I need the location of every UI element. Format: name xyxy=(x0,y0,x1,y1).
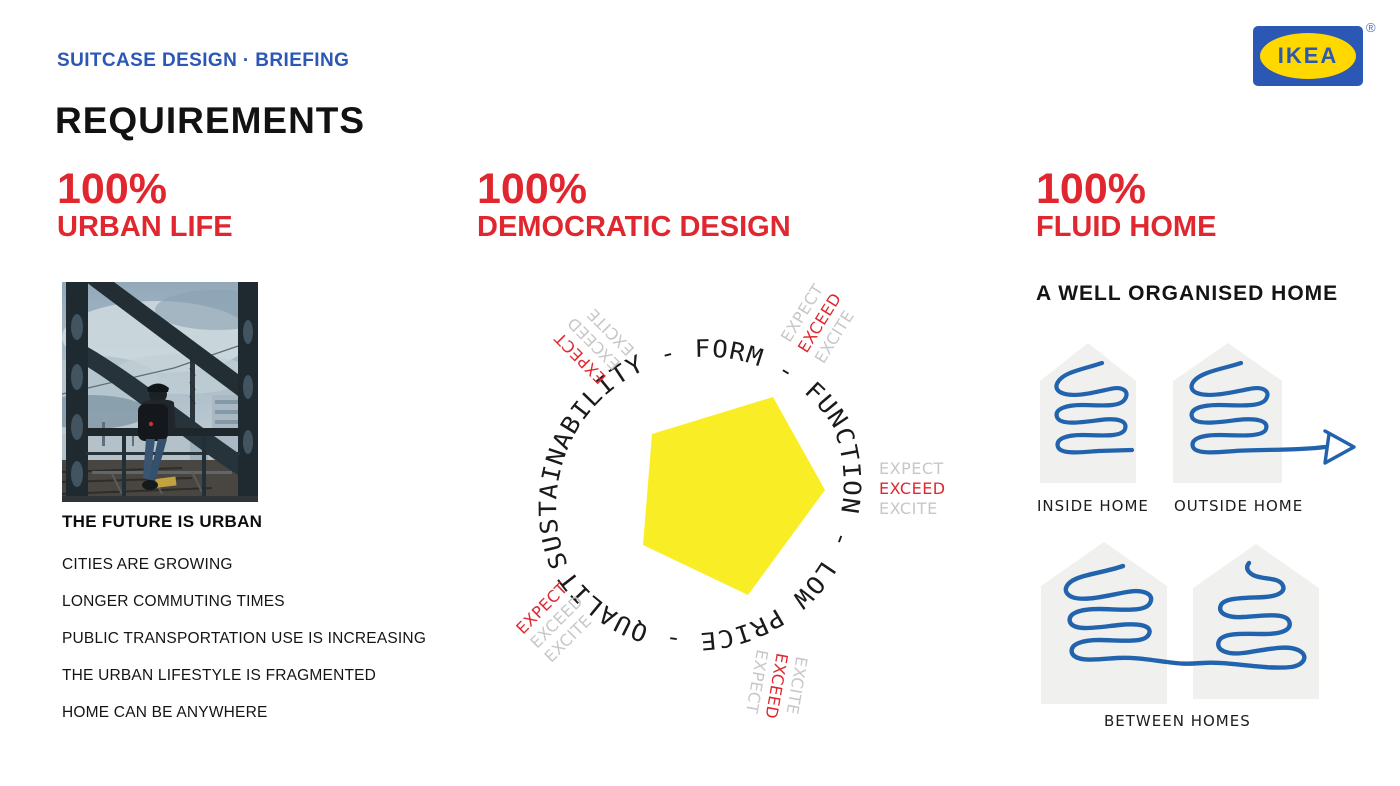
inside-home-squiggle xyxy=(1054,360,1135,455)
fluid-pct: 100% xyxy=(1036,165,1146,213)
urban-name: URBAN LIFE xyxy=(57,211,233,243)
outside-home-squiggle xyxy=(1189,360,1328,455)
urban-bullet: LONGER COMMUTING TIMES xyxy=(62,593,285,610)
urban-photo-caption: THE FUTURE IS URBAN xyxy=(62,512,263,531)
urban-bullet: THE URBAN LIFESTYLE IS FRAGMENTED xyxy=(62,667,377,684)
urban-pct: 100% xyxy=(57,165,167,213)
inside-home-label: INSIDE HOME xyxy=(1037,497,1149,515)
outside-home-label: OUTSIDE HOME xyxy=(1174,497,1304,515)
ikea-logo-oval xyxy=(1260,33,1356,79)
arrow-head-icon xyxy=(1323,429,1356,465)
between-homes-houses xyxy=(1041,542,1319,704)
ikea-logo-wordmark: IKEA xyxy=(1277,43,1339,68)
pentagon-shape xyxy=(643,397,825,595)
slide-kicker: SUITCASE DESIGN · BRIEFING xyxy=(57,50,350,71)
democratic-wheel: SUSTAINABILITY - FORM - FUNCTION - LOW P… xyxy=(460,290,865,655)
urban-bullet: PUBLIC TRANSPORTATION USE IS INCREASING xyxy=(62,630,427,647)
ikea-logo: IKEA xyxy=(1253,26,1363,86)
page-title: REQUIREMENTS xyxy=(55,100,366,141)
urban-bullet: CITIES ARE GROWING xyxy=(62,556,233,573)
registered-trademark-icon: ® xyxy=(1366,20,1376,35)
between-homes-label: BETWEEN HOMES xyxy=(1104,712,1251,730)
between-homes-squiggle xyxy=(1063,560,1307,670)
fluid-subtitle: A WELL ORGANISED HOME xyxy=(1036,282,1339,305)
expect-group-right: EXPECT EXCEED EXCITE xyxy=(879,459,946,518)
outside-home-house xyxy=(1173,343,1356,483)
democratic-pct: 100% xyxy=(477,165,587,213)
democratic-name: DEMOCRATIC DESIGN xyxy=(477,211,791,243)
expect-group-bottom-right: EXCITE EXCEED EXPECT xyxy=(741,648,812,721)
inside-home-house xyxy=(1040,343,1136,483)
fluid-name: FLUID HOME xyxy=(1036,211,1217,243)
urban-bullet: HOME CAN BE ANYWHERE xyxy=(62,704,268,721)
urban-photo xyxy=(62,282,258,502)
